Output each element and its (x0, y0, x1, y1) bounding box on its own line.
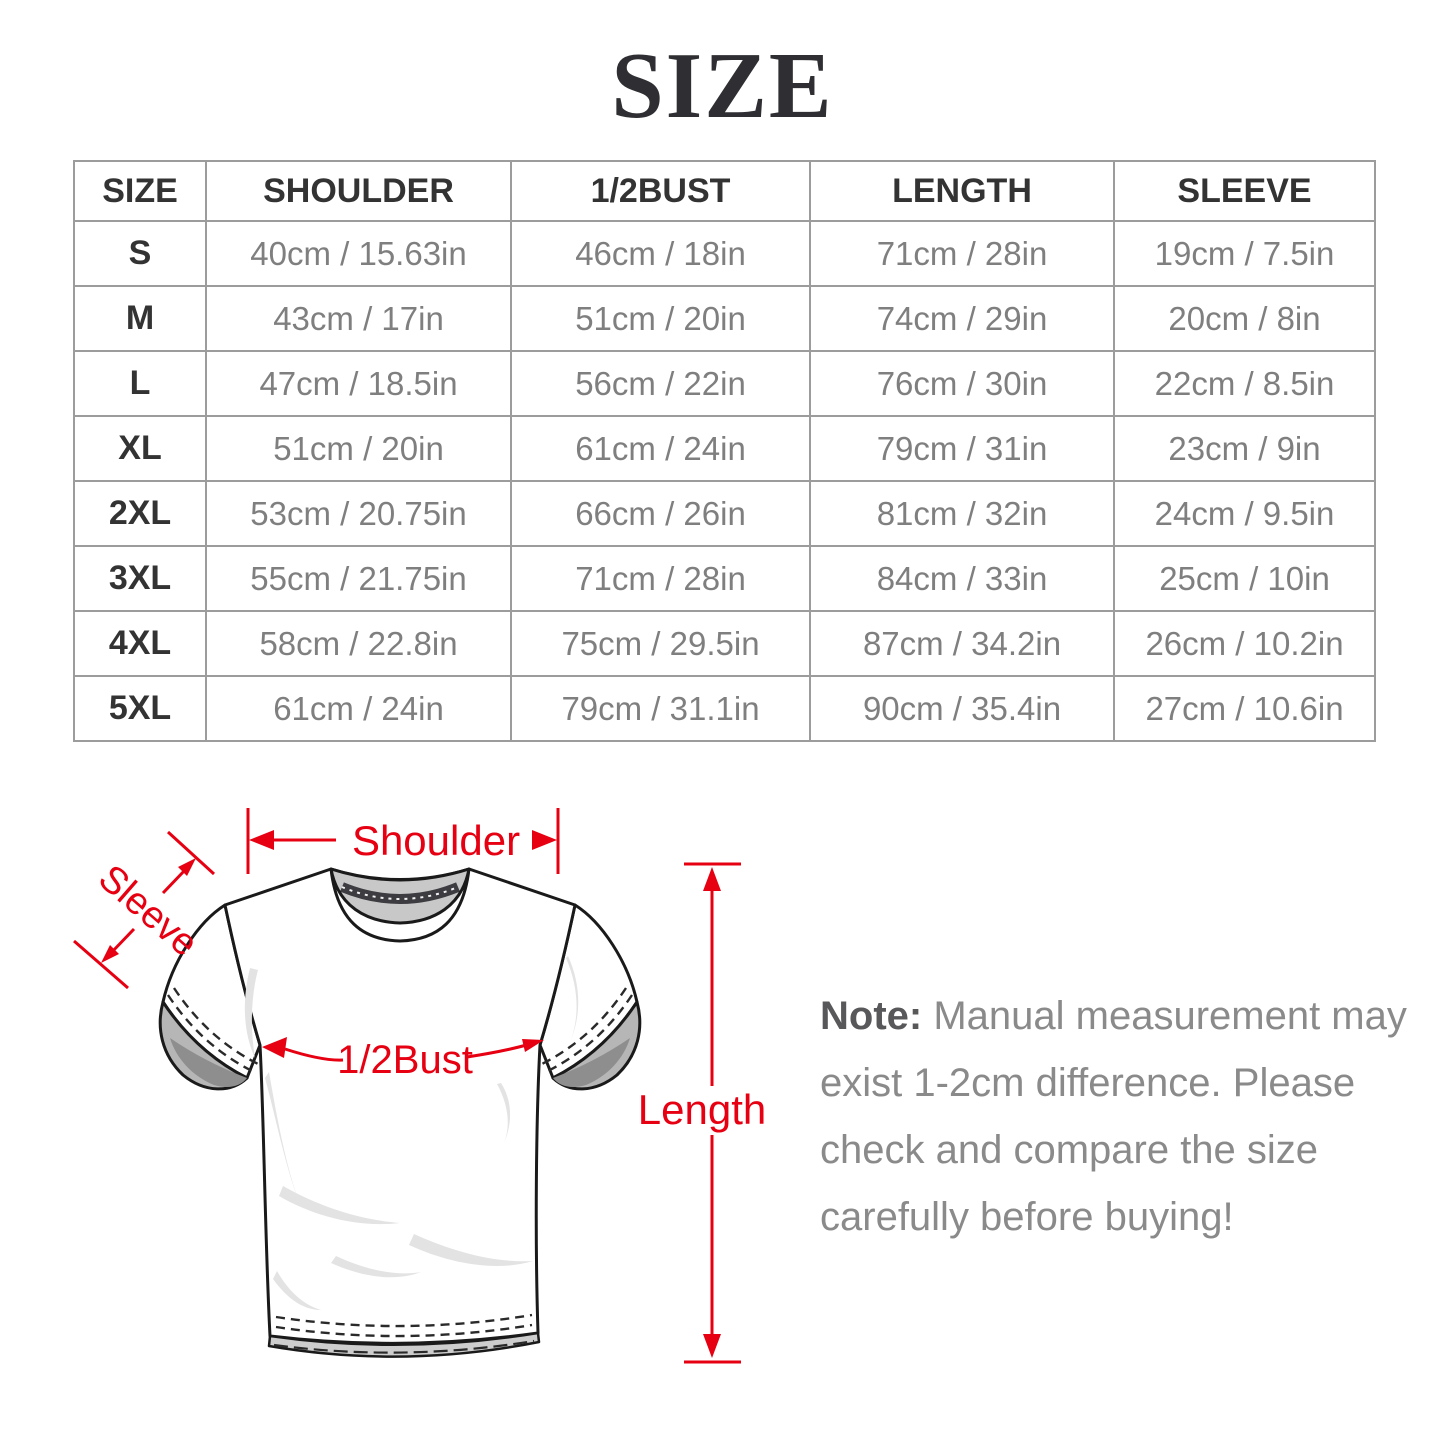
size-cell: L (73, 350, 207, 417)
bust-cell: 66cm / 26in (510, 480, 811, 547)
table-row: 4XL 58cm / 22.8in 75cm / 29.5in 87cm / 3… (73, 610, 1376, 677)
tshirt-drawing (158, 867, 642, 1358)
bust-dim-label: 1/2Bust (337, 1038, 473, 1082)
note-line: check and compare the size (820, 1128, 1319, 1172)
bust-cell: 51cm / 20in (510, 285, 811, 352)
col-header-length: LENGTH (809, 160, 1115, 222)
bust-dim-line (284, 1047, 344, 1062)
length-cell: 90cm / 35.4in (809, 675, 1115, 742)
table-row: 5XL 61cm / 24in 79cm / 31.1in 90cm / 35.… (73, 675, 1376, 742)
tshirt-back-neckline (330, 867, 470, 882)
size-cell: 5XL (73, 675, 207, 742)
col-header-sleeve: SLEEVE (1113, 160, 1376, 222)
note-line-text: Manual measurement may (922, 994, 1407, 1038)
tshirt-collar-band (329, 867, 471, 943)
sleeve-cell: 24cm / 9.5in (1113, 480, 1376, 547)
table-row: 2XL 53cm / 20.75in 66cm / 26in 81cm / 32… (73, 480, 1376, 547)
up-right-arrowhead-icon (178, 858, 196, 876)
right-arrowhead-icon (522, 1039, 544, 1052)
length-cell: 76cm / 30in (809, 350, 1115, 417)
hem-lip-stitch-line (273, 1339, 535, 1354)
shoulder-cell: 53cm / 20.75in (205, 480, 512, 547)
hem-stitch-line (275, 1313, 533, 1328)
tshirt-right-cuff-opening (551, 1000, 642, 1091)
left-arrowhead-icon (249, 830, 274, 850)
sleeve-cell: 20cm / 8in (1113, 285, 1376, 352)
bust-cell: 46cm / 18in (510, 220, 811, 287)
bust-cell: 61cm / 24in (510, 415, 811, 482)
bust-cell: 71cm / 28in (510, 545, 811, 612)
tshirt-left-cuff-shadow (170, 1038, 247, 1087)
table-row: 3XL 55cm / 21.75in 71cm / 28in 84cm / 33… (73, 545, 1376, 612)
length-cell: 87cm / 34.2in (809, 610, 1115, 677)
col-header-size: SIZE (73, 160, 207, 222)
size-chart-table: SIZE SHOULDER 1/2BUST LENGTH SLEEVE S 40… (73, 160, 1376, 742)
length-cell: 71cm / 28in (809, 220, 1115, 287)
size-cell: XL (73, 415, 207, 482)
size-cell: 3XL (73, 545, 207, 612)
table-row: L 47cm / 18.5in 56cm / 22in 76cm / 30in … (73, 350, 1376, 417)
bust-cell: 56cm / 22in (510, 350, 811, 417)
sleeve-cell: 26cm / 10.2in (1113, 610, 1376, 677)
tshirt-wrinkles (244, 956, 579, 1310)
shoulder-cell: 55cm / 21.75in (205, 545, 512, 612)
sleeve-dim-line (109, 927, 136, 955)
table-row: S 40cm / 15.63in 46cm / 18in 71cm / 28in… (73, 220, 1376, 287)
length-cell: 74cm / 29in (809, 285, 1115, 352)
table-row: M 43cm / 17in 51cm / 20in 74cm / 29in 20… (73, 285, 1376, 352)
shoulder-dim-label: Shoulder (352, 817, 520, 864)
shoulder-cell: 47cm / 18.5in (205, 350, 512, 417)
sleeve-cell: 25cm / 10in (1113, 545, 1376, 612)
bust-cell: 79cm / 31.1in (510, 675, 811, 742)
note-label: Note: (820, 994, 923, 1038)
down-left-arrowhead-icon (101, 945, 119, 963)
sleeve-cell: 27cm / 10.6in (1113, 675, 1376, 742)
right-arrowhead-icon (532, 830, 557, 850)
sleeve-dim-line (161, 867, 188, 895)
down-arrowhead-icon (703, 1334, 721, 1358)
length-dim-label: Length (638, 1086, 766, 1133)
collar-tape-stitch (341, 886, 459, 900)
table-row: XL 51cm / 20in 61cm / 24in 79cm / 31in 2… (73, 415, 1376, 482)
shoulder-cell: 40cm / 15.63in (205, 220, 512, 287)
sleeve-cell: 19cm / 7.5in (1113, 220, 1376, 287)
col-header-bust: 1/2BUST (510, 160, 811, 222)
sleeve-cell: 22cm / 8.5in (1113, 350, 1376, 417)
length-cell: 81cm / 32in (809, 480, 1115, 547)
sleeve-dim-tick-top (166, 830, 216, 876)
sleeve-dim-tick-bottom (73, 939, 129, 990)
note-line: Note: Manual measurement may (820, 983, 1410, 1050)
table-header-row: SIZE SHOULDER 1/2BUST LENGTH SLEEVE (73, 160, 1376, 222)
bust-cell: 75cm / 29.5in (510, 610, 811, 677)
note-text: Note: Manual measurement may exist 1-2cm… (820, 983, 1410, 1251)
up-arrowhead-icon (703, 867, 721, 891)
sleeve-cell: 23cm / 9in (1113, 415, 1376, 482)
note-line: exist 1-2cm difference. Please (820, 1061, 1356, 1105)
note-line: carefully before buying! (820, 1195, 1234, 1239)
length-cell: 79cm / 31in (809, 415, 1115, 482)
hem-stitch-line (275, 1323, 533, 1338)
page-title: SIZE (611, 34, 834, 138)
size-cell: M (73, 285, 207, 352)
size-cell: 2XL (73, 480, 207, 547)
shoulder-cell: 51cm / 20in (205, 415, 512, 482)
tshirt-measurement-diagram: Shoulder Sleeve 1/2Bust Length (73, 808, 766, 1364)
shoulder-cell: 61cm / 24in (205, 675, 512, 742)
length-cell: 84cm / 33in (809, 545, 1115, 612)
tshirt-left-cuff-opening (158, 1000, 249, 1091)
col-header-shoulder: SHOULDER (205, 160, 512, 222)
size-cell: 4XL (73, 610, 207, 677)
shoulder-cell: 43cm / 17in (205, 285, 512, 352)
shoulder-cell: 58cm / 22.8in (205, 610, 512, 677)
size-cell: S (73, 220, 207, 287)
left-arrowhead-icon (262, 1037, 287, 1058)
tshirt-right-cuff-shadow (553, 1038, 630, 1087)
